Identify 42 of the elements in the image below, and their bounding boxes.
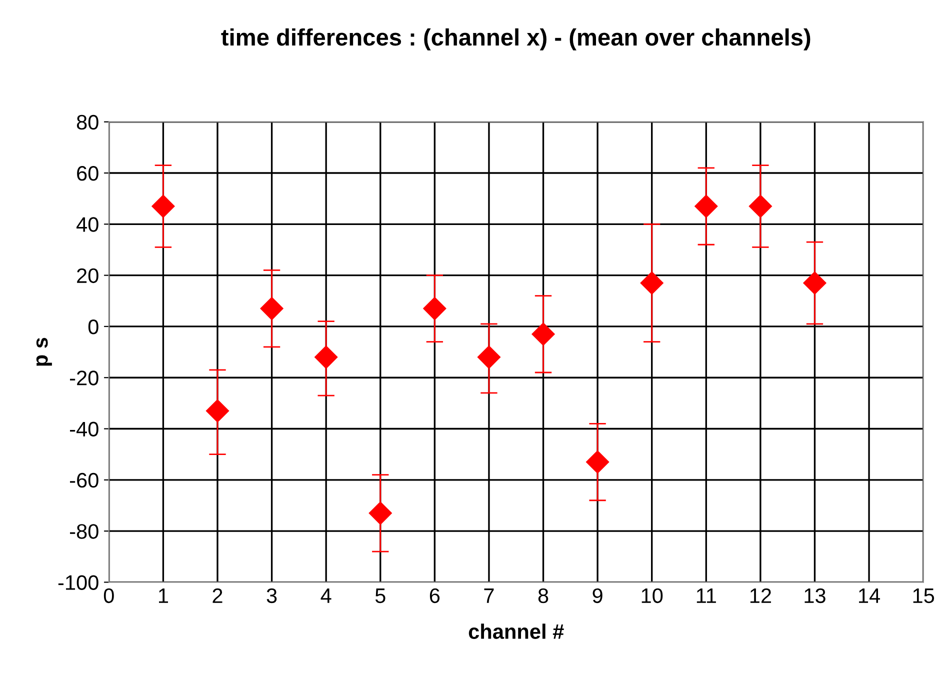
point [586,450,610,474]
x-tick-label: 10 [642,588,663,604]
y-tick-label: -60 [70,472,98,488]
chart-title: time differences : (channel x) - (mean over channels) [221,28,810,50]
point [640,271,664,294]
x-tick-label: 7 [484,588,494,603]
x-tick-label: 11 [696,588,716,603]
point [803,271,826,294]
x-tick-label: 15 [913,588,934,604]
y-axis-title: p s [36,338,52,366]
point [260,297,284,320]
x-tick-label: 5 [375,588,386,604]
x-tick-label: 3 [266,588,277,604]
point [206,399,229,422]
y-tick-label: 80 [76,114,98,130]
point [694,194,718,218]
y-tick-label: 20 [77,268,98,284]
y-tick-label: -20 [70,370,98,386]
y-tick-label: 40 [76,217,98,232]
x-tick-label: 6 [430,588,440,604]
y-tick-label: 0 [88,319,98,334]
y-tick-label: -100 [58,575,98,590]
x-tick-label: 0 [104,588,114,604]
x-tick-label: 9 [592,588,602,604]
x-axis-title: channel # [468,624,564,639]
point [314,346,338,369]
x-tick-label: 1 [158,588,168,603]
y-tick-label: -80 [70,524,98,539]
x-tick-label: 13 [804,588,826,604]
x-tick-label: 12 [750,588,771,603]
y-tick-label: 60 [77,166,98,181]
y-tick-label: -40 [70,422,98,437]
x-tick-label: 2 [212,588,222,603]
x-tick-label: 4 [320,588,332,603]
point [477,346,500,369]
point [748,194,772,218]
x-tick-label: 14 [859,588,880,603]
x-tick-label: 8 [538,588,548,604]
point [532,322,555,346]
point [423,297,446,320]
point [152,194,175,218]
point [368,502,392,525]
